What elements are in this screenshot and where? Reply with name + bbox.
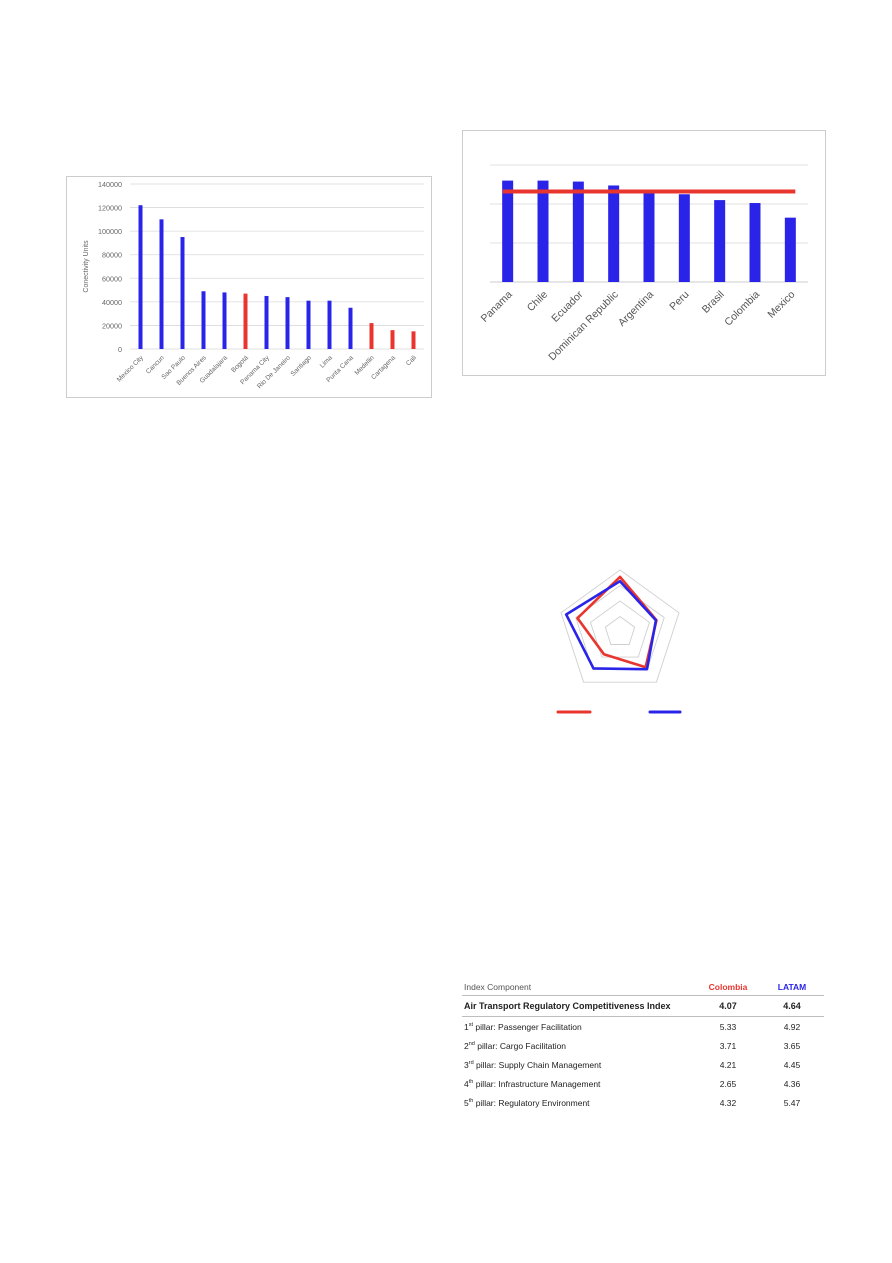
pillar-latam-value: 4.92 (783, 1021, 801, 1032)
radar-series-red (576, 575, 658, 669)
bar (180, 237, 185, 349)
index-latam-value: 4.64 (760, 995, 824, 1017)
pillar-colombia-value: 2.65 (719, 1078, 737, 1089)
bar (348, 307, 353, 349)
header-component: Index Component (462, 978, 696, 996)
bar (138, 205, 143, 349)
bar (643, 193, 655, 282)
y-tick-label: 140000 (98, 180, 122, 189)
table-row: 5th pillar: Regulatory Environment 4.32 … (462, 1093, 824, 1112)
bar (264, 295, 269, 349)
bar (411, 331, 416, 349)
bar (608, 185, 620, 282)
bar (678, 194, 690, 282)
bar (714, 200, 726, 282)
bar (502, 180, 514, 282)
table-header-row: Index Component Colombia LATAM (462, 978, 824, 996)
index-component-table: Index Component Colombia LATAM Air Trans… (462, 978, 824, 1112)
header-colombia: Colombia (696, 978, 760, 996)
bar (572, 181, 584, 282)
y-tick-label: 80000 (102, 251, 122, 260)
radar-ring (560, 569, 680, 683)
pillar-radar-chart (556, 569, 682, 714)
bar (201, 291, 206, 349)
y-tick-label: 60000 (102, 274, 122, 283)
index-colombia-value: 4.07 (696, 995, 760, 1017)
bar (749, 203, 761, 282)
bar (222, 292, 227, 349)
header-latam: LATAM (760, 978, 824, 996)
bar (390, 330, 395, 349)
pillar-colombia-value: 4.21 (719, 1059, 737, 1070)
radar-ring (589, 600, 651, 658)
pillar-latam-value: 4.36 (783, 1078, 801, 1089)
pillar-colombia-value: 3.71 (719, 1040, 737, 1051)
y-tick-label: 20000 (102, 321, 122, 330)
radar-series-blue (564, 579, 658, 671)
connectivity-bar-chart: 0 20000 40000 60000 80000 100000 120000 140000 C… (66, 176, 432, 398)
pillar-latam-value: 4.45 (783, 1059, 801, 1070)
chart-frame (66, 176, 432, 398)
pillar-colombia-value: 5.33 (719, 1021, 737, 1032)
pillar-colombia-value: 4.32 (719, 1097, 737, 1108)
y-tick-label: 0 (118, 345, 122, 354)
bar (285, 297, 290, 349)
table-row: 3rd pillar: Supply Chain Management 4.21… (462, 1055, 824, 1074)
bar (243, 293, 248, 349)
pillar-latam-value: 3.65 (783, 1040, 801, 1051)
index-label: Air Transport Regulatory Competitiveness… (462, 995, 696, 1017)
radar-ring (604, 615, 636, 645)
pillar-label: 2nd pillar: Cargo Facilitation (464, 1040, 567, 1051)
table-index-row: Air Transport Regulatory Competitiveness… (462, 995, 824, 1017)
y-axis-label: Conectivity Units (83, 240, 90, 293)
y-tick-label: 100000 (98, 227, 122, 236)
y-tick-label: 40000 (102, 298, 122, 307)
bar (327, 300, 332, 349)
pillar-label: 5th pillar: Regulatory Environment (464, 1097, 590, 1108)
bar (784, 217, 796, 282)
bar (369, 323, 374, 349)
bar (306, 300, 311, 349)
pillar-label: 1st pillar: Passenger Facilitation (464, 1021, 582, 1032)
bar (159, 219, 164, 349)
bar (537, 180, 549, 282)
table-row: 1st pillar: Passenger Facilitation 5.33 … (462, 1017, 824, 1037)
pillar-latam-value: 5.47 (783, 1097, 801, 1108)
y-tick-label: 120000 (98, 204, 122, 213)
pillar-label: 4th pillar: Infrastructure Management (464, 1078, 601, 1089)
table-row: 2nd pillar: Cargo Facilitation 3.71 3.65 (462, 1036, 824, 1055)
table-row: 4th pillar: Infrastructure Management 2.… (462, 1074, 824, 1093)
pillar-label: 3rd pillar: Supply Chain Management (464, 1059, 602, 1070)
